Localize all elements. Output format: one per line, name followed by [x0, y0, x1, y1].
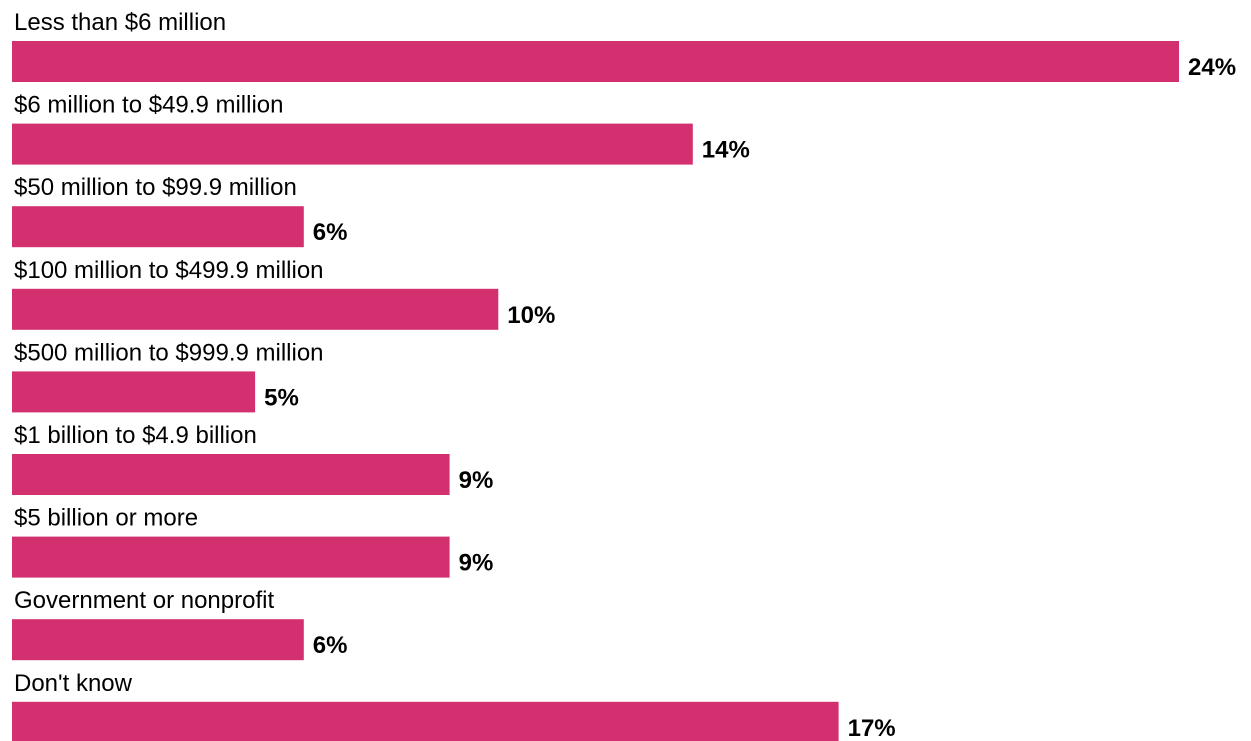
bar-group: Government or nonprofit 6% [12, 587, 348, 661]
bar-group: Don't know 17% [12, 670, 896, 741]
category-label: Less than $6 million [14, 9, 226, 36]
category-label: $6 million to $49.9 million [14, 92, 283, 119]
value-label: 6% [313, 219, 348, 246]
category-label: $100 million to $499.9 million [14, 257, 324, 284]
bar-group: $500 million to $999.9 million 5% [12, 339, 324, 413]
bar [12, 454, 450, 495]
category-label: $5 billion or more [14, 505, 198, 532]
bar [12, 123, 693, 165]
bar [12, 536, 450, 578]
bar [12, 206, 304, 248]
category-label: Don't know [14, 670, 133, 697]
value-label: 5% [264, 384, 299, 411]
value-label: 9% [459, 467, 494, 494]
value-label: 17% [848, 715, 896, 741]
category-label: Government or nonprofit [14, 587, 274, 614]
bar-group: Less than $6 million 24% [12, 9, 1236, 82]
bar [12, 701, 839, 741]
bar-group: $6 million to $49.9 million 14% [12, 92, 750, 165]
bar-group: $5 billion or more 9% [12, 505, 493, 578]
category-label: $1 billion to $4.9 billion [14, 422, 257, 449]
bar [12, 371, 256, 413]
value-label: 9% [459, 550, 494, 577]
value-label: 24% [1188, 54, 1236, 81]
category-label: $500 million to $999.9 million [14, 339, 324, 366]
value-label: 6% [313, 632, 348, 659]
bar [12, 288, 499, 330]
bar [12, 619, 304, 661]
bar-group: $50 million to $99.9 million 6% [12, 174, 348, 248]
value-label: 14% [702, 137, 750, 164]
bar-group: $100 million to $499.9 million 10% [12, 257, 555, 330]
value-label: 10% [507, 302, 555, 329]
bar [12, 41, 1179, 82]
bar-group: $1 billion to $4.9 billion 9% [12, 422, 493, 495]
category-label: $50 million to $99.9 million [14, 174, 297, 201]
